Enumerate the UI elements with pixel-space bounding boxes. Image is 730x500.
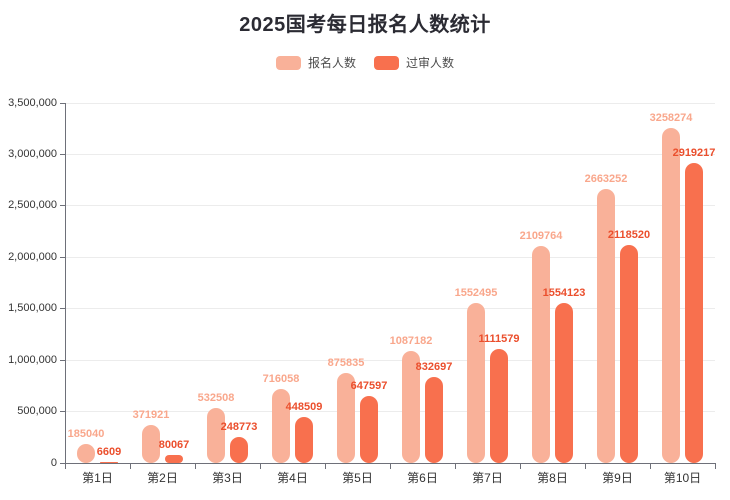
bar[interactable] (360, 396, 378, 463)
y-tick-label: 0 (50, 456, 57, 469)
bar[interactable] (100, 462, 118, 463)
y-axis-tick (60, 308, 65, 310)
grid-line (65, 359, 715, 361)
bar-value-label: 532508 (197, 392, 235, 405)
grid-line (65, 256, 715, 258)
bar-value-label: 1111579 (478, 332, 520, 345)
bar-value-label: 248773 (220, 421, 258, 434)
bar-value-label: 80067 (158, 438, 190, 451)
bar-value-label: 2663252 (584, 173, 628, 186)
bar[interactable] (555, 303, 573, 463)
x-tick-label: 第6日 (407, 471, 438, 485)
bar[interactable] (77, 443, 95, 463)
x-tick-label: 第1日 (82, 471, 113, 485)
x-axis-tick (195, 464, 196, 469)
y-axis-tick (60, 205, 65, 207)
legend-item-registered[interactable]: 报名人数 (275, 54, 356, 71)
bar[interactable] (295, 416, 313, 463)
x-tick-label: 第10日 (663, 471, 702, 485)
x-tick-label: 第5日 (342, 471, 373, 485)
x-axis-tick (260, 464, 261, 469)
grid-line (65, 153, 715, 155)
bar-value-label: 716058 (262, 373, 300, 386)
bar-value-label: 3258274 (649, 111, 693, 124)
y-tick-label: 1,000,000 (8, 353, 57, 366)
y-axis-tick (60, 153, 65, 155)
x-axis-tick (130, 464, 131, 469)
x-axis-tick (65, 464, 66, 469)
y-axis-tick (60, 411, 65, 413)
y-tick-label: 3,000,000 (8, 147, 57, 160)
grid-line (65, 205, 715, 207)
bar[interactable] (467, 303, 485, 463)
x-axis-tick (715, 464, 716, 469)
y-axis-tick (60, 359, 65, 361)
grid-line (65, 308, 715, 310)
bar[interactable] (425, 377, 443, 463)
bar-value-label: 2109764 (519, 229, 563, 242)
y-tick-label: 1,500,000 (8, 302, 57, 315)
grid-line (65, 102, 715, 104)
bar-value-label: 832697 (415, 361, 453, 374)
y-tick-label: 3,500,000 (8, 96, 57, 109)
y-axis-tick (60, 256, 65, 258)
bar-value-label: 1087182 (389, 335, 433, 348)
y-axis-line (65, 103, 66, 463)
bar-value-label: 6609 (96, 446, 122, 459)
bar[interactable] (230, 437, 248, 463)
bar[interactable] (272, 389, 290, 463)
chart-title: 2025国考每日报名人数统计 (239, 14, 491, 36)
bar[interactable] (532, 245, 550, 463)
bar-value-label: 2118520 (607, 229, 651, 242)
bar[interactable] (402, 351, 420, 463)
legend-swatch-registered (275, 55, 301, 70)
bar[interactable] (207, 408, 225, 463)
legend-label-approved: 过审人数 (406, 56, 455, 70)
bar[interactable] (165, 454, 183, 463)
bar[interactable] (620, 245, 638, 463)
y-tick-label: 2,500,000 (8, 199, 57, 212)
bar-value-label: 448509 (285, 400, 323, 413)
x-tick-label: 第4日 (277, 471, 308, 485)
x-axis-tick (650, 464, 651, 469)
bar[interactable] (337, 372, 355, 463)
bar-value-label: 1552495 (454, 287, 498, 300)
y-tick-label: 2,000,000 (8, 250, 57, 263)
y-axis-tick (60, 462, 65, 464)
x-axis-tick (455, 464, 456, 469)
bar-value-label: 875835 (327, 356, 365, 369)
legend-label-registered: 报名人数 (307, 56, 356, 70)
legend-swatch-approved (374, 55, 399, 70)
x-tick-label: 第7日 (472, 471, 503, 485)
x-axis-tick (325, 464, 326, 469)
bar[interactable] (597, 189, 615, 463)
grid-line (65, 411, 715, 413)
bar-value-label: 185040 (67, 427, 105, 440)
bar[interactable] (142, 424, 160, 463)
x-tick-label: 第2日 (147, 471, 178, 485)
bar-value-label: 371921 (132, 408, 170, 421)
bar[interactable] (490, 348, 508, 463)
x-axis-tick (390, 464, 391, 469)
x-tick-label: 第9日 (602, 471, 633, 485)
x-tick-label: 第3日 (212, 471, 243, 485)
x-axis-line (65, 463, 716, 464)
y-axis-tick (60, 102, 65, 104)
bar-value-label: 647597 (350, 380, 388, 393)
legend: 报名人数 过审人数 (0, 54, 730, 71)
y-tick-label: 500,000 (17, 405, 57, 418)
legend-item-approved[interactable]: 过审人数 (374, 54, 454, 71)
bar[interactable] (685, 162, 703, 463)
x-tick-label: 第8日 (537, 471, 568, 485)
x-axis-tick (520, 464, 521, 469)
x-axis-tick (585, 464, 586, 469)
bar-value-label: 2919217 (672, 146, 716, 159)
bar-value-label: 1554123 (542, 287, 586, 300)
bar[interactable] (662, 127, 680, 463)
